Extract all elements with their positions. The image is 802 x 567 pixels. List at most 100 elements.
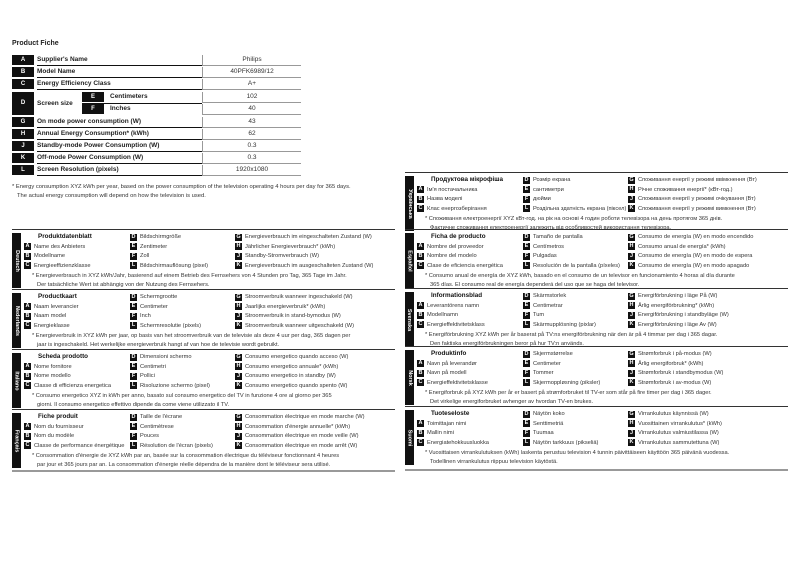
table-row: K Off-mode Power Consumption (W) 0.3: [12, 153, 301, 164]
item-label: Jaarlijks energieverbruik* (kWh): [245, 303, 326, 310]
row-key: B: [12, 67, 34, 77]
row-key: D: [12, 92, 34, 115]
item-label: Consumo energetico in standby (W): [245, 373, 336, 379]
block-footnote: * Consumo energetico XYZ in kWh per anno…: [32, 392, 392, 410]
row-label: Screen Resolution (pixels): [37, 166, 119, 173]
row-value: 43: [202, 117, 301, 128]
language-tab: Deutsch: [12, 233, 21, 288]
language-tab: Українська: [405, 176, 414, 231]
item-label: Consumo energetico annuale* (kWh): [245, 363, 339, 370]
block-title: Productkaart: [38, 293, 77, 300]
footnote-line: * Energiforbruk på XYZ kWh per år er bas…: [425, 390, 712, 396]
item-label: Toimittajan nimi: [427, 420, 467, 427]
letter-key: C: [24, 442, 31, 449]
item-label: Årlig energiförbrukning* (kWh): [638, 302, 715, 309]
footnote-line: * Vuosittaisen virrankulutuksen (kWh) la…: [425, 450, 730, 456]
item-label: Centímetros: [533, 243, 564, 250]
item-label: Bildschirmauflösung (pixel): [140, 262, 208, 269]
table-row: C Energy Efficiency Class A+: [12, 79, 301, 90]
item-label: Nombre del proveedor: [427, 243, 484, 250]
table-row: A Supplier's Name Philips: [12, 55, 301, 66]
item-label: Årlig energiforbruk* (kWh): [638, 360, 704, 367]
item-label: Tuumaa: [533, 430, 554, 436]
letter-key: H: [235, 363, 242, 370]
item-label: сантиметри: [533, 186, 564, 193]
item-label: Virrankulutus valmiustilassa (W): [638, 430, 719, 436]
letter-key: L: [523, 379, 530, 386]
footnote-line: * Energy consumption XYZ kWh per year, b…: [12, 184, 351, 190]
footnote-line: * Energieverbrauch in XYZ kWh/Jahr, basi…: [32, 273, 347, 279]
item-label: Modellnamn: [427, 312, 458, 318]
letter-key: C: [24, 382, 31, 389]
block-footnote: * Energieverbruik in XYZ kWh per jaar, o…: [32, 332, 392, 350]
footnote-line: jaar is ingeschakeld. Het werkelijke ene…: [37, 342, 280, 348]
row-label: Supplier's Name: [37, 56, 88, 63]
block-footnote: * Consommation d'énergie de XYZ kWh par …: [32, 452, 392, 470]
row-key: K: [12, 153, 34, 163]
divider: [37, 127, 202, 128]
item-label: Назва моделі: [427, 196, 463, 202]
language-block: Français Fiche produit A Nom du fournisseur…: [12, 409, 395, 470]
item-label: Vuosittainen virrankulutus* (kWh): [638, 420, 722, 427]
letter-key: A: [24, 363, 31, 370]
row-value: Philips: [202, 55, 301, 66]
letter-key: B: [417, 429, 424, 437]
item-label: Pulgadas: [533, 253, 557, 259]
letter-key: K: [628, 379, 635, 386]
row-key: E: [82, 92, 104, 102]
footnote-line: * Consumo anual de energía de XYZ kWh, b…: [425, 273, 735, 279]
letter-key: B: [417, 195, 424, 203]
item-label: Consommation électrique en mode arrêt (W…: [245, 442, 358, 449]
item-label: Clase de eficiencia energética: [427, 262, 503, 269]
item-label: Navn på leverandør: [427, 360, 477, 367]
footnote-line: The actual energy consumption will depen…: [17, 193, 206, 199]
row-key: A: [12, 55, 34, 65]
letter-key: F: [523, 429, 530, 437]
letter-key: A: [417, 302, 424, 309]
letter-key: K: [235, 382, 242, 389]
item-label: Energiförbrukning i standbyläge (W): [638, 312, 729, 318]
item-label: Naam leverancier: [34, 303, 79, 310]
language-block: Norsk Produktinfo A Navn på leverandør B Navn…: [405, 346, 788, 407]
letter-key: D: [523, 350, 530, 358]
letter-key: A: [417, 243, 424, 250]
item-label: Stroomverbruik wanneer ingeschakeld (W): [245, 294, 353, 300]
item-label: Leverantörens namn: [427, 302, 480, 309]
language-tab: Français: [12, 413, 21, 468]
row-key: F: [82, 104, 104, 114]
footnote-line: giorni. Il consumo energetico effettivo …: [37, 402, 230, 408]
language-tab: Norsk: [405, 350, 414, 405]
item-label: Tum: [533, 312, 545, 318]
item-label: Résolution de l'écran (pixels): [140, 442, 213, 449]
divider: [37, 89, 202, 90]
letter-key: G: [628, 292, 635, 300]
item-label: Споживання енергії у режимі вимкнення (В…: [638, 205, 756, 212]
footnote-line: * Energieverbruik in XYZ kWh per jaar, o…: [32, 333, 351, 339]
language-block: Svenska Informationsblad A Leverantörens na…: [405, 288, 788, 349]
letter-key: E: [523, 243, 530, 250]
item-label: Centimeter: [140, 303, 168, 310]
letter-key: D: [523, 233, 530, 241]
letter-key: B: [417, 369, 424, 377]
letter-key: J: [628, 311, 635, 319]
letter-key: L: [523, 439, 530, 446]
item-label: Energiatehokkuusluokka: [427, 439, 489, 446]
letter-key: K: [628, 439, 635, 446]
letter-key: D: [130, 413, 137, 421]
language-tab: Nederlands: [12, 293, 21, 348]
item-label: Strømforbruk i standbymodus (W): [638, 370, 724, 376]
letter-key: H: [235, 423, 242, 430]
table-row: L Screen Resolution (pixels) 1920x1080: [12, 165, 301, 176]
letter-key: C: [417, 205, 424, 212]
item-label: Pollici: [140, 373, 155, 379]
letter-key: G: [628, 176, 635, 184]
item-label: Näytön tarkkuus (pikseliä): [533, 439, 599, 446]
divider: [37, 139, 202, 140]
item-label: Споживання енергії у режимі очікування (…: [638, 196, 756, 202]
letter-key: K: [235, 262, 242, 269]
footnote-line: par jour et 365 jours par an. La consomm…: [37, 462, 331, 468]
item-label: Stroomverbruik wanneer uitgeschakeld (W): [245, 322, 355, 329]
letter-key: H: [235, 243, 242, 250]
letter-key: H: [628, 243, 635, 250]
row-label: Off-mode Power Consumption (W): [37, 154, 144, 161]
